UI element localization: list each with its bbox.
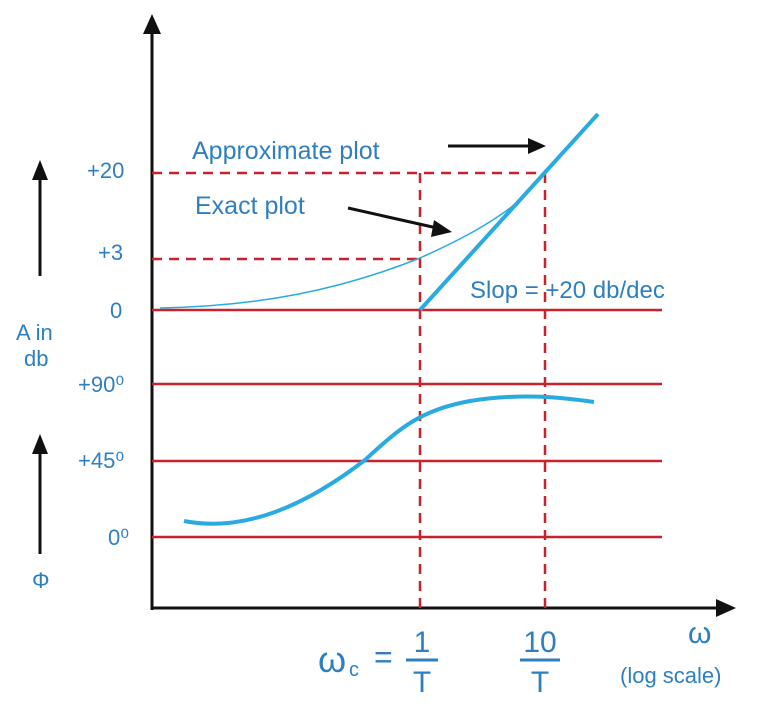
phase-curve: [183, 394, 595, 526]
tick-label-zero-db: 0: [110, 298, 122, 323]
exact-plot-curve: [159, 195, 526, 309]
tick-label-phase-0: 0⁰: [108, 525, 129, 550]
phase-arrowhead: [32, 434, 48, 454]
log-scale-label: (log scale): [620, 663, 721, 688]
approximate-plot-label: Approximate plot: [192, 137, 380, 165]
approximate-plot-pointer-head: [528, 138, 546, 154]
fraction-2-denominator: T: [531, 666, 549, 699]
omega-axis-label: ω: [688, 617, 711, 650]
magnitude-axis-label-line1: A in: [16, 320, 53, 345]
magnitude-arrowhead: [32, 160, 48, 180]
exact-plot-label: Exact plot: [195, 192, 305, 220]
approximate-plot-line: [418, 112, 600, 312]
magnitude-axis-label-line2: db: [24, 346, 48, 371]
equals-sign: =: [374, 639, 393, 675]
exact-plot-pointer-head: [431, 220, 452, 237]
tick-label-plus3: +3: [98, 240, 123, 265]
tick-label-phase-45: +45⁰: [78, 448, 124, 473]
omega-c-subscript: c: [349, 659, 359, 681]
slope-label: Slop = +20 db/dec: [470, 277, 665, 304]
tick-label-phase-90: +90⁰: [78, 372, 124, 397]
tick-label-plus20: +20: [87, 158, 124, 183]
fraction-2-numerator: 10: [523, 626, 556, 659]
exact-plot-pointer: [347, 206, 438, 230]
x-axis-arrowhead: [716, 599, 736, 617]
omega-c-symbol: ω: [318, 639, 346, 680]
fraction-1-denominator: T: [413, 666, 431, 699]
fraction-1-numerator: 1: [414, 626, 431, 659]
y-axis-arrowhead: [143, 14, 161, 34]
phase-axis-label: Φ: [32, 568, 50, 593]
